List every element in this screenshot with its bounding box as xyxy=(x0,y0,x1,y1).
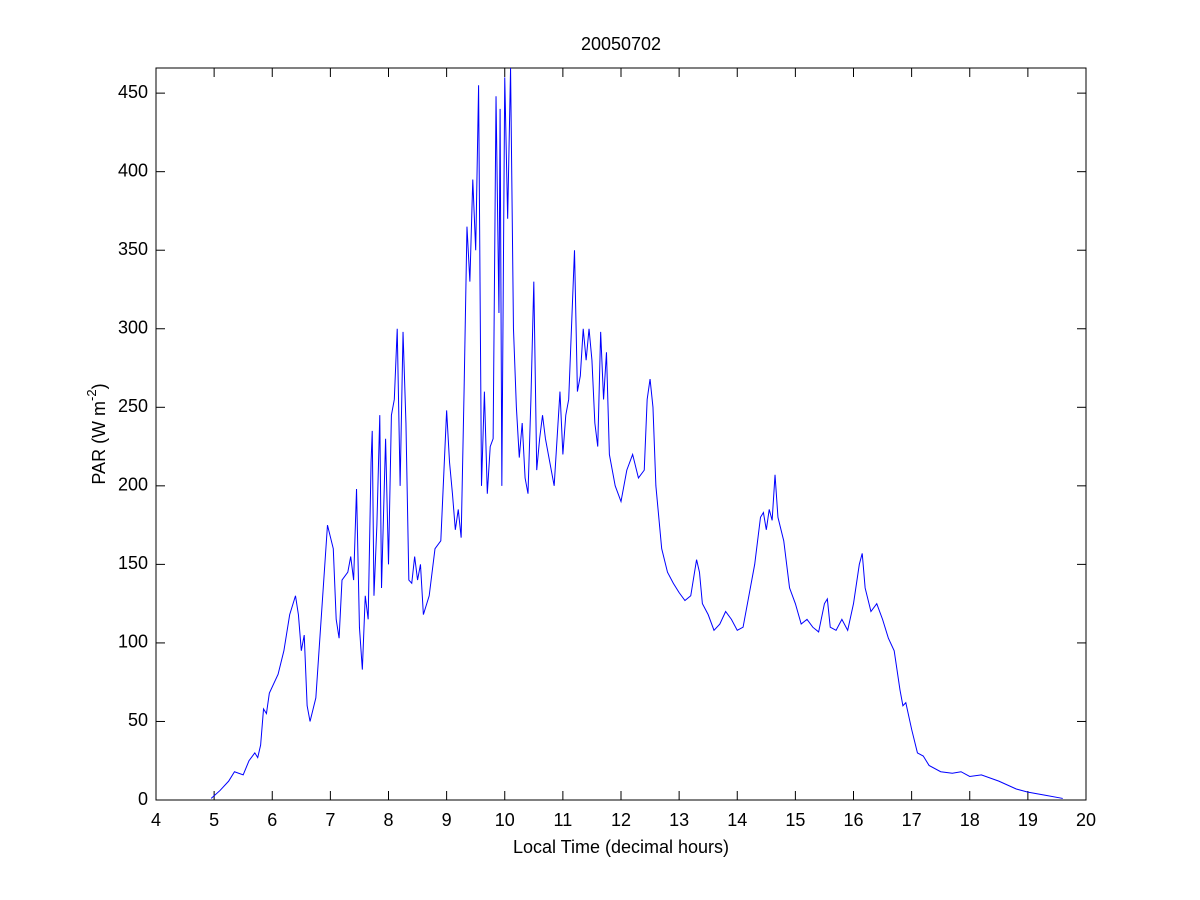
x-tick-label: 13 xyxy=(669,810,689,830)
y-axis-label: PAR (W m-2) xyxy=(84,383,108,484)
x-tick-label: 4 xyxy=(151,810,161,830)
y-tick-label: 350 xyxy=(118,239,148,259)
chart-title: 20050702 xyxy=(581,34,661,54)
y-tick-label: 0 xyxy=(138,789,148,809)
data-line xyxy=(210,67,1063,799)
y-tick-label: 250 xyxy=(118,396,148,416)
y-label-text: PAR (W m xyxy=(89,401,109,485)
x-tick-label: 5 xyxy=(209,810,219,830)
x-tick-label: 17 xyxy=(902,810,922,830)
x-tick-label: 18 xyxy=(960,810,980,830)
y-tick-label: 300 xyxy=(118,318,148,338)
y-label-suffix: ) xyxy=(89,383,109,389)
x-tick-label: 11 xyxy=(554,810,573,830)
x-tick-label: 15 xyxy=(785,810,805,830)
x-tick-label: 10 xyxy=(495,810,515,830)
x-tick-label: 9 xyxy=(442,810,452,830)
y-tick-label: 150 xyxy=(118,553,148,573)
x-tick-label: 12 xyxy=(611,810,631,830)
x-tick-label: 6 xyxy=(267,810,277,830)
x-tick-label: 20 xyxy=(1076,810,1096,830)
y-tick-label: 450 xyxy=(118,82,148,102)
x-tick-label: 8 xyxy=(383,810,393,830)
x-tick-label: 7 xyxy=(325,810,335,830)
x-tick-label: 19 xyxy=(1018,810,1038,830)
y-tick-label: 50 xyxy=(128,710,148,730)
y-tick-label: 100 xyxy=(118,632,148,652)
x-axis-label: Local Time (decimal hours) xyxy=(513,837,729,857)
x-tick-label: 16 xyxy=(843,810,863,830)
x-tick-label: 14 xyxy=(727,810,747,830)
y-label-superscript: -2 xyxy=(84,389,99,401)
y-tick-label: 200 xyxy=(118,475,148,495)
y-tick-label: 400 xyxy=(118,160,148,180)
